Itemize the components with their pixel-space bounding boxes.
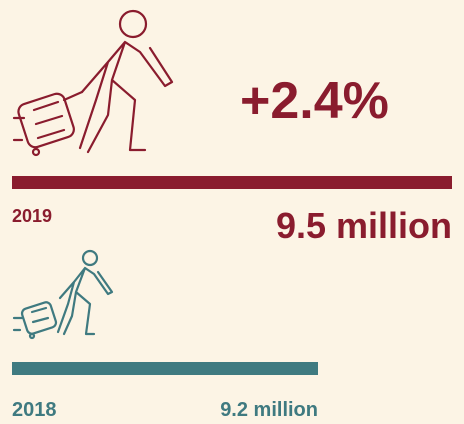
- value-label: 9.2 million: [220, 399, 318, 421]
- traveller-icon-small: [12, 249, 114, 340]
- traveller-icon-large: [12, 9, 174, 157]
- value-label: 9.5 million: [276, 205, 452, 246]
- bar-2019: [12, 176, 452, 189]
- headline: +2.4%: [240, 72, 389, 130]
- year-label: 2018: [12, 399, 57, 421]
- year-label: 2019: [12, 206, 52, 226]
- bar-2018: [12, 362, 318, 375]
